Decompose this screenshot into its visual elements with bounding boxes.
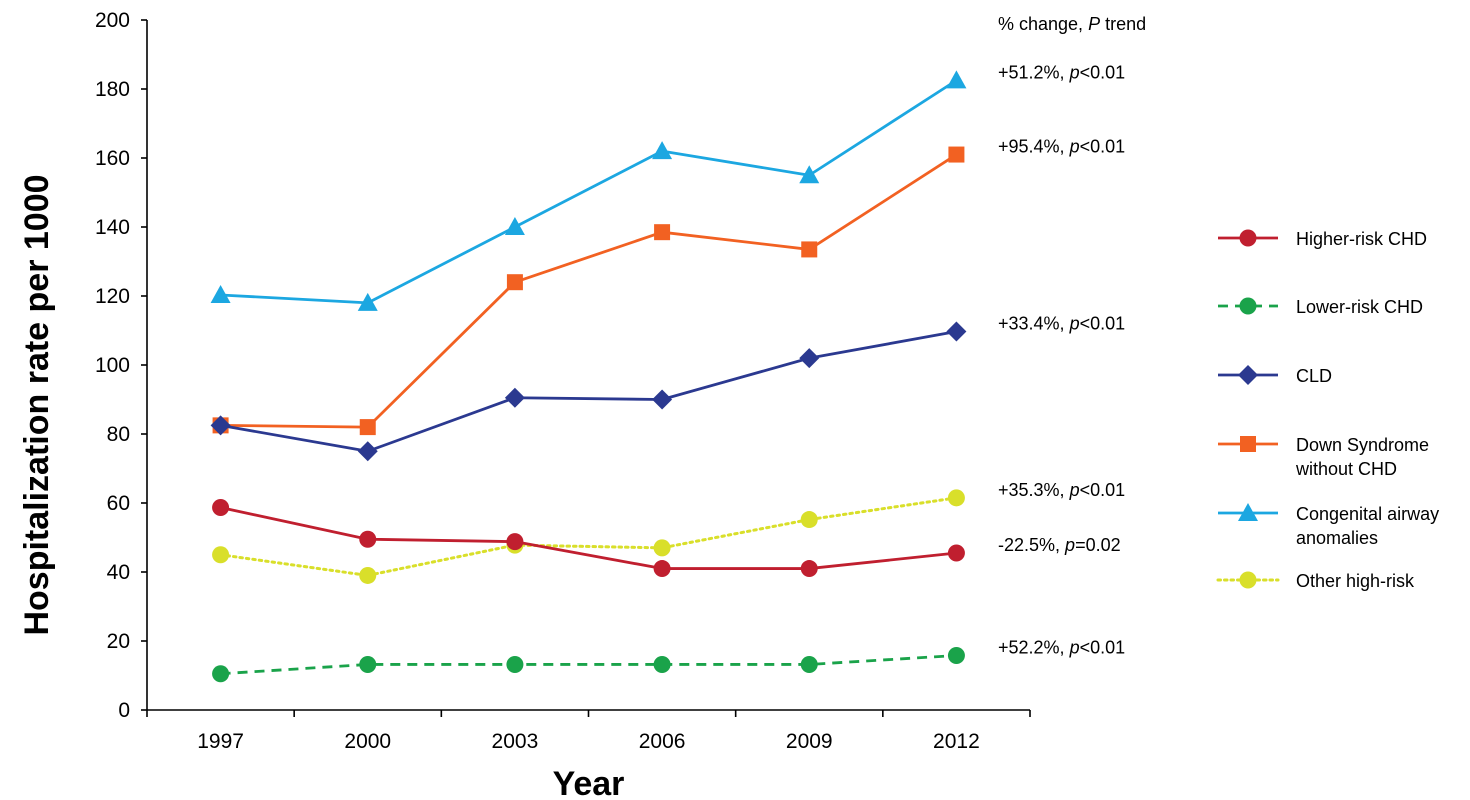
data-point (506, 533, 524, 551)
legend-label: Down Syndrome (1296, 435, 1429, 455)
y-tick-label: 180 (95, 78, 130, 101)
data-point (652, 389, 673, 410)
legend-label: anomalies (1296, 528, 1378, 548)
data-point (359, 419, 376, 436)
y-tick-label: 160 (95, 147, 130, 170)
data-point (947, 489, 965, 507)
legend-label: Other high-risk (1296, 571, 1415, 591)
data-point (357, 441, 378, 462)
data-point (212, 546, 230, 564)
annotations: % change, P trend +51.2%, p<0.01 +95.4%, p… (998, 14, 1146, 657)
legend-marker (1238, 503, 1258, 521)
annotation-header: % change, P trend (998, 14, 1146, 34)
data-point (212, 665, 230, 683)
legend-label: CLD (1296, 366, 1332, 386)
y-tick-label: 100 (95, 354, 130, 377)
data-point (652, 141, 673, 160)
y-tick-label: 0 (118, 699, 130, 722)
data-point (800, 560, 818, 578)
series-line (220, 79, 958, 305)
series-0 (212, 498, 965, 578)
y-tick-label: 200 (95, 9, 130, 32)
data-point (946, 70, 967, 89)
y-tick-label: 60 (107, 492, 130, 515)
data-point (653, 539, 671, 557)
series-line (220, 506, 957, 570)
series-5 (212, 489, 965, 584)
series-1 (212, 646, 965, 683)
series-line (219, 496, 958, 577)
series-line (220, 330, 957, 453)
y-axis-title: Hospitalization rate per 1000 (18, 174, 56, 635)
legend-label: Higher-risk CHD (1296, 229, 1427, 249)
data-point (653, 560, 671, 578)
legend-item: Congenital airway anomalies (1218, 503, 1439, 548)
data-point (504, 387, 525, 408)
data-point (210, 284, 231, 303)
annotation-label: +35.3%, p<0.01 (998, 480, 1125, 500)
data-point (947, 646, 965, 664)
series-line (220, 153, 958, 429)
legend-marker (1239, 229, 1257, 247)
legend-item: Down Syndrome without CHD (1218, 435, 1429, 479)
x-tick-label: 1997 (197, 730, 244, 753)
legend-marker (1239, 571, 1257, 589)
y-tick-label: 40 (107, 561, 130, 584)
x-axis-title: Year (553, 765, 625, 800)
x-tick-label: 2006 (639, 730, 686, 753)
x-tick-label: 2000 (344, 730, 391, 753)
data-point (359, 566, 377, 584)
data-point (357, 292, 378, 311)
annotation-label: +33.4%, p<0.01 (998, 314, 1125, 334)
data-point (946, 321, 967, 342)
x-tick-label: 2003 (492, 730, 539, 753)
data-point (210, 415, 231, 436)
legend-marker (1239, 297, 1257, 315)
legend-item: CLD (1218, 365, 1332, 386)
legend-item: Lower-risk CHD (1218, 297, 1423, 317)
data-point (947, 544, 965, 562)
legend-marker (1240, 436, 1256, 452)
series-4 (210, 70, 967, 311)
legend-label: Congenital airway (1296, 504, 1439, 524)
data-point (653, 655, 671, 673)
annotation-label: +95.4%, p<0.01 (998, 137, 1125, 157)
annotation-label: +52.2%, p<0.01 (998, 637, 1125, 657)
data-point (506, 274, 523, 291)
legend-item: Higher-risk CHD (1218, 229, 1427, 249)
y-tick-label: 20 (107, 630, 130, 653)
data-point (799, 348, 820, 369)
series-line (220, 654, 957, 676)
annotation-label: +51.2%, p<0.01 (998, 62, 1125, 82)
annotation-label: -22.5%, p=0.02 (998, 535, 1121, 555)
data-point (212, 498, 230, 516)
data-point (654, 224, 671, 241)
data-point (799, 165, 820, 184)
data-point (800, 511, 818, 529)
legend: Higher-risk CHD Lower-risk CHD CLD Down Syn… (1216, 229, 1439, 591)
series-2 (210, 321, 967, 462)
legend-label: without CHD (1295, 459, 1397, 479)
data-point (506, 655, 524, 673)
data-point (359, 530, 377, 548)
y-tick-label: 140 (95, 216, 130, 239)
legend-item: Other high-risk (1216, 571, 1415, 591)
data-point (801, 241, 818, 258)
data-point (504, 217, 525, 235)
legend-marker (1238, 365, 1258, 385)
data-point (359, 655, 377, 673)
x-tick-label: 2012 (933, 730, 980, 753)
series-layer (210, 70, 967, 683)
data-point (948, 146, 965, 163)
y-tick-label: 120 (95, 285, 130, 308)
axes: 0 20 40 60 80 100 120 140 160 180 200 1997 2000 2003 2… (18, 9, 1031, 800)
x-tick-label: 2009 (786, 730, 833, 753)
data-point (800, 655, 818, 673)
y-tick-label: 80 (107, 423, 130, 446)
legend-label: Lower-risk CHD (1296, 297, 1423, 317)
